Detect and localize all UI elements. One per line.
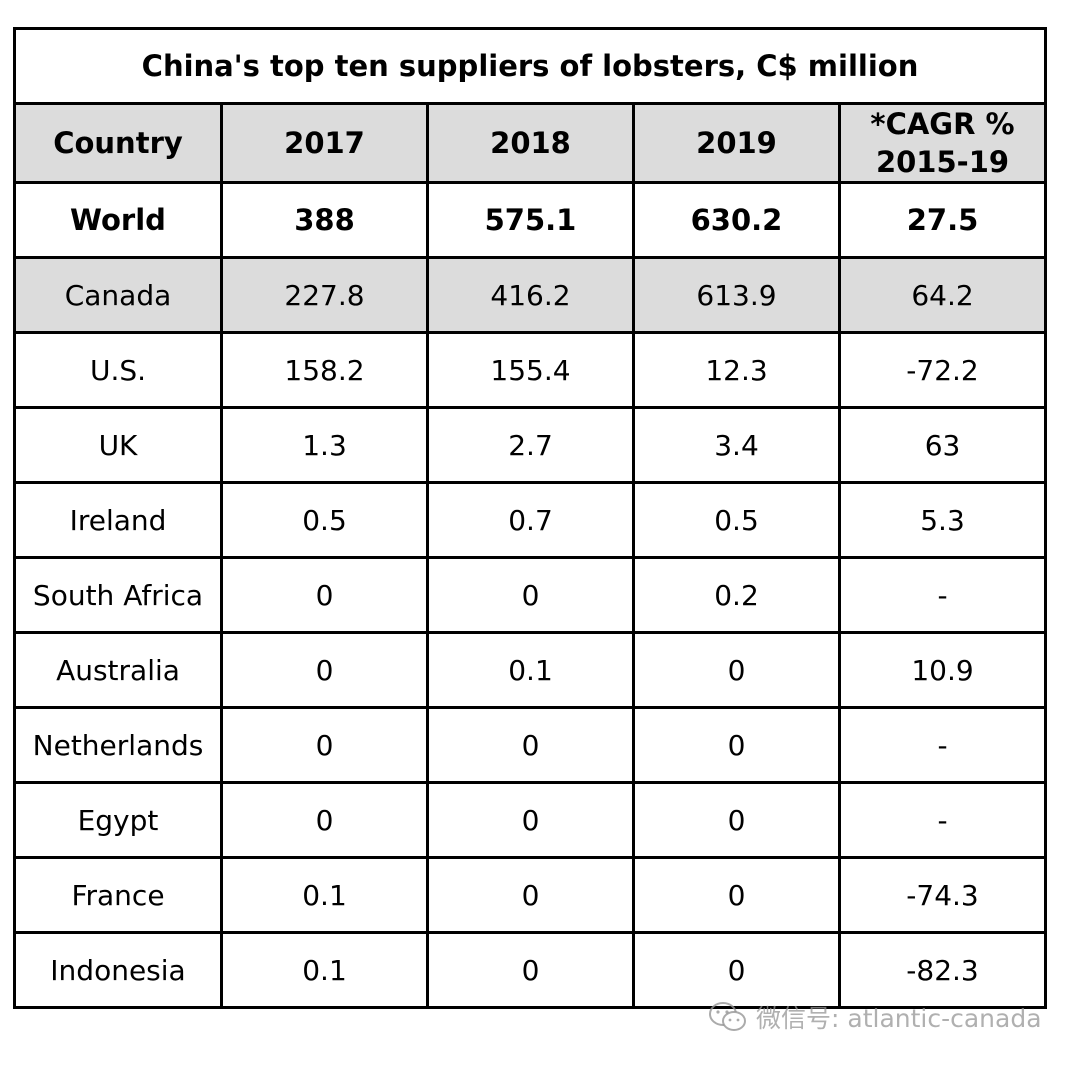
country-cell: France [13, 856, 223, 934]
value-2019-cell: 3.4 [632, 406, 841, 484]
table-row: France 0.1 0 0 -74.3 [13, 856, 1048, 934]
table-row: South Africa 0 0 0.2- [13, 556, 1048, 634]
value-2017-cell: 0 [220, 631, 429, 709]
watermark-text: 微信号: atlantic-canada [756, 1004, 1042, 1033]
value-2019-cell: 0.5 [632, 481, 841, 559]
value-2017-cell: 0.5 [220, 481, 429, 559]
table-row: World 388 575.1 630.2 27.5 [13, 181, 1048, 259]
value-2019-cell: 0 [632, 856, 841, 934]
value-2019-cell: 630.2 [632, 181, 841, 259]
cagr-cell: 10.9 [837, 631, 1048, 709]
country-cell: Australia [13, 631, 223, 709]
value-2017-cell: 388 [220, 181, 429, 259]
country-cell: UK [13, 406, 223, 484]
wechat-icon [709, 1002, 746, 1031]
value-2018-cell: 0 [426, 706, 635, 784]
country-cell: Ireland [13, 481, 223, 559]
cagr-cell: - [837, 556, 1048, 634]
value-2019-cell: 0 [632, 631, 841, 709]
value-2018-cell: 2.7 [426, 406, 635, 484]
table-row: Ireland 0.5 0.7 0.5 5.3 [13, 481, 1048, 559]
cagr-cell: -82.3 [837, 931, 1048, 1009]
value-2019-cell: 0.2 [632, 556, 841, 634]
country-cell: South Africa [13, 556, 223, 634]
value-2017-cell: 1.3 [220, 406, 429, 484]
value-2018-cell: 0.1 [426, 631, 635, 709]
supplier-table-container: China's top ten suppliers of lobsters, C… [12, 27, 1048, 1009]
header-row: Country 2017 2018 2019 *CAGR % 2015-19 [13, 102, 1048, 184]
cagr-cell: 63 [837, 406, 1048, 484]
cagr-cell: -74.3 [837, 856, 1048, 934]
table-row: UK 1.3 2.7 3.4 63 [13, 406, 1048, 484]
value-2018-cell: 0 [426, 856, 635, 934]
header-2017: 2017 [220, 102, 429, 184]
header-2019: 2019 [632, 102, 841, 184]
table-row: Egypt 0 0 0- [13, 781, 1048, 859]
value-2018-cell: 416.2 [426, 256, 635, 334]
table-row: Canada 227.8 416.2 613.9 64.2 [13, 256, 1048, 334]
value-2017-cell: 0 [220, 781, 429, 859]
header-2018: 2018 [426, 102, 635, 184]
value-2017-cell: 0.1 [220, 931, 429, 1009]
table-title: China's top ten suppliers of lobsters, C… [12, 27, 1048, 105]
value-2018-cell: 0.7 [426, 481, 635, 559]
cagr-cell: 5.3 [837, 481, 1048, 559]
country-cell: Egypt [13, 781, 223, 859]
value-2018-cell: 0 [426, 556, 635, 634]
table-row: Indonesia 0.1 0 0 -82.3 [13, 931, 1048, 1009]
country-cell: Netherlands [13, 706, 223, 784]
value-2019-cell: 12.3 [632, 331, 841, 409]
cagr-cell: - [837, 781, 1048, 859]
value-2017-cell: 0 [220, 556, 429, 634]
table-row: U.S. 158.2 155.4 12.3 -72.2 [13, 331, 1048, 409]
value-2019-cell: 0 [632, 781, 841, 859]
value-2019-cell: 613.9 [632, 256, 841, 334]
value-2017-cell: 158.2 [220, 331, 429, 409]
value-2018-cell: 0 [426, 781, 635, 859]
cagr-cell: -72.2 [837, 331, 1048, 409]
table-row: Australia 0 0.1 0 10.9 [13, 631, 1048, 709]
header-cagr: *CAGR % 2015-19 [837, 102, 1048, 184]
value-2018-cell: 0 [426, 931, 635, 1009]
supplier-table: China's top ten suppliers of lobsters, C… [12, 27, 1048, 1009]
country-cell: Canada [13, 256, 223, 334]
value-2017-cell: 0 [220, 706, 429, 784]
cagr-cell: - [837, 706, 1048, 784]
value-2019-cell: 0 [632, 706, 841, 784]
value-2017-cell: 0.1 [220, 856, 429, 934]
country-cell: World [13, 181, 223, 259]
table-row: Netherlands 0 0 0- [13, 706, 1048, 784]
country-cell: U.S. [13, 331, 223, 409]
table-body: World 388 575.1 630.2 27.5 Canada 227.8 416.2 61… [13, 181, 1048, 1009]
value-2019-cell: 0 [632, 931, 841, 1009]
header-country: Country [13, 102, 223, 184]
value-2018-cell: 155.4 [426, 331, 635, 409]
value-2017-cell: 227.8 [220, 256, 429, 334]
wechat-watermark: 微信号: atlantic-canada [708, 997, 1042, 1037]
country-cell: Indonesia [13, 931, 223, 1009]
cagr-cell: 64.2 [837, 256, 1048, 334]
value-2018-cell: 575.1 [426, 181, 635, 259]
cagr-cell: 27.5 [837, 181, 1048, 259]
